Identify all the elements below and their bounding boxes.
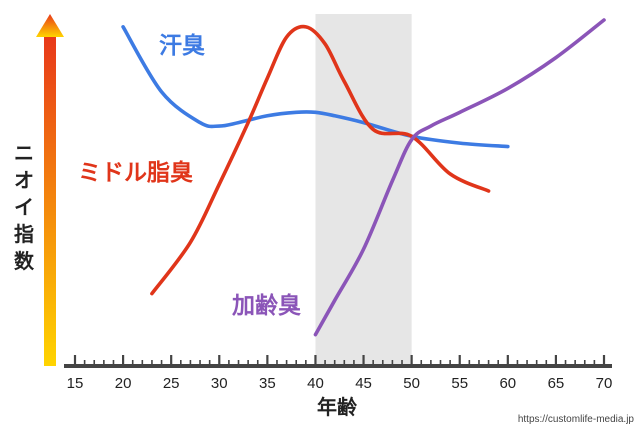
x-tick-label: 30 [211, 375, 228, 392]
x-tick-label: 15 [67, 375, 84, 392]
x-tick-label: 20 [115, 375, 132, 392]
series-label-aging: 加齢臭 [231, 292, 301, 319]
x-tick-label: 65 [548, 375, 565, 392]
y-axis-arrow [36, 14, 64, 366]
x-tick-label: 55 [451, 375, 468, 392]
series-line-aging [313, 18, 606, 337]
series-label-sweat: 汗臭 [159, 33, 205, 59]
x-axis-tick-labels: 15 20 25 30 35 40 45 50 55 60 65 70 [67, 375, 613, 392]
series-line-middle [150, 24, 491, 296]
y-axis-title-char: オ [14, 168, 34, 192]
y-axis-title-char: 数 [14, 249, 35, 273]
source-url: https://customlife-media.jp [518, 414, 635, 425]
x-tick-label: 45 [355, 375, 372, 392]
y-axis-title-char: イ [14, 195, 34, 219]
series-label-middle: ミドル脂臭 [78, 160, 193, 186]
x-tick-label: 50 [403, 375, 420, 392]
y-arrow-shaft [44, 36, 56, 366]
y-axis-title-char: 指 [14, 222, 34, 246]
y-axis-title: ニオイ指数 [14, 141, 35, 273]
x-axis: 15 20 25 30 35 40 45 50 55 60 65 70 [64, 355, 612, 392]
series-lines [121, 18, 606, 337]
x-tick-label: 25 [163, 375, 180, 392]
x-tick-label: 35 [259, 375, 276, 392]
x-tick-label: 40 [307, 375, 324, 392]
y-arrow-head [36, 14, 64, 37]
x-axis-major-ticks [73, 355, 606, 367]
x-tick-label: 70 [596, 375, 613, 392]
x-tick-label: 60 [499, 375, 516, 392]
x-axis-title: 年齢 [317, 395, 358, 419]
highlight-band [315, 14, 412, 366]
y-axis-title-char: ニ [14, 141, 34, 165]
x-axis-minor-ticks [83, 360, 596, 367]
